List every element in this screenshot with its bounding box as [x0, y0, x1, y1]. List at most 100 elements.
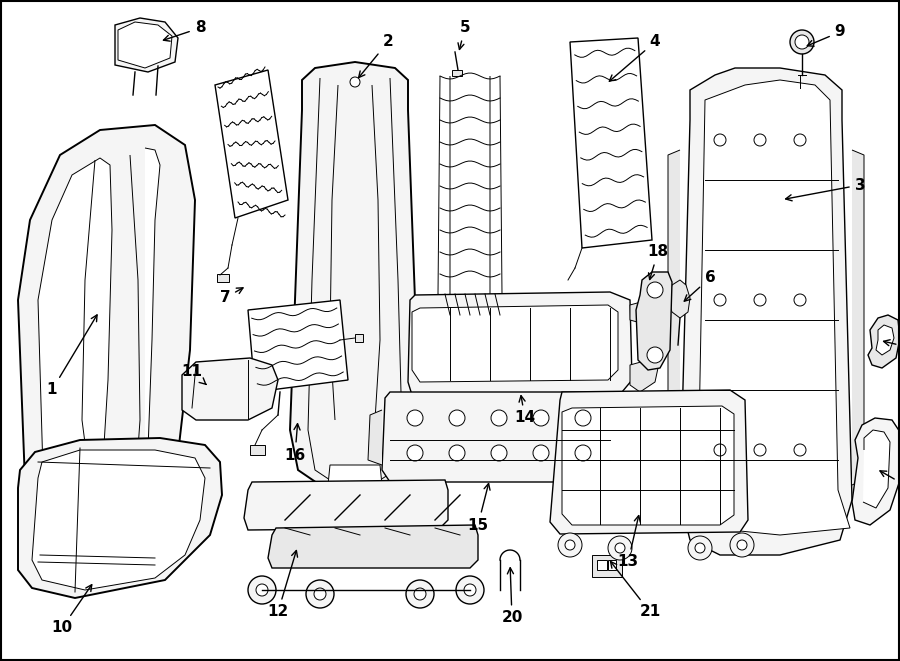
Polygon shape: [18, 438, 222, 598]
Polygon shape: [408, 292, 632, 395]
Bar: [452, 70, 462, 76]
Circle shape: [794, 444, 806, 456]
Circle shape: [565, 540, 575, 550]
Circle shape: [414, 588, 426, 600]
Circle shape: [794, 134, 806, 146]
Circle shape: [407, 445, 423, 461]
Polygon shape: [868, 315, 900, 368]
Polygon shape: [244, 480, 448, 530]
Polygon shape: [570, 38, 652, 248]
Text: 9: 9: [807, 24, 845, 46]
Polygon shape: [636, 272, 672, 370]
Text: 2: 2: [358, 34, 393, 77]
Text: 1: 1: [47, 315, 97, 397]
Polygon shape: [852, 150, 864, 485]
Circle shape: [688, 536, 712, 560]
Bar: [217, 274, 229, 282]
Circle shape: [256, 584, 268, 596]
Polygon shape: [38, 158, 112, 545]
Circle shape: [647, 347, 663, 363]
Polygon shape: [852, 418, 900, 525]
Polygon shape: [290, 62, 420, 490]
Text: 10: 10: [51, 585, 92, 635]
Circle shape: [406, 580, 434, 608]
Text: 13: 13: [617, 516, 640, 570]
Circle shape: [533, 410, 549, 426]
Circle shape: [464, 584, 476, 596]
Circle shape: [795, 35, 809, 49]
Text: 4: 4: [609, 34, 661, 81]
Polygon shape: [248, 300, 348, 392]
Polygon shape: [268, 525, 478, 568]
Circle shape: [575, 445, 591, 461]
Polygon shape: [876, 325, 894, 355]
Text: 16: 16: [284, 424, 306, 463]
Polygon shape: [562, 406, 734, 525]
Polygon shape: [368, 410, 382, 465]
Circle shape: [350, 77, 360, 87]
Bar: [608, 560, 616, 570]
Text: 15: 15: [467, 484, 490, 533]
Polygon shape: [115, 18, 178, 72]
Circle shape: [647, 282, 663, 298]
Circle shape: [558, 533, 582, 557]
Circle shape: [456, 576, 484, 604]
Polygon shape: [668, 150, 680, 485]
Text: 6: 6: [684, 270, 716, 301]
Polygon shape: [863, 430, 890, 508]
Polygon shape: [668, 280, 690, 318]
Polygon shape: [550, 390, 748, 534]
Text: 18: 18: [647, 245, 669, 280]
Circle shape: [575, 410, 591, 426]
Polygon shape: [328, 465, 382, 490]
Circle shape: [794, 294, 806, 306]
Polygon shape: [630, 300, 655, 325]
Circle shape: [754, 444, 766, 456]
Text: 21: 21: [610, 561, 661, 619]
Circle shape: [449, 445, 465, 461]
Polygon shape: [618, 410, 632, 465]
Text: 3: 3: [786, 178, 865, 201]
Circle shape: [615, 543, 625, 553]
Text: 12: 12: [267, 551, 298, 619]
Circle shape: [730, 533, 754, 557]
Polygon shape: [182, 358, 278, 420]
Circle shape: [533, 445, 549, 461]
Circle shape: [714, 134, 726, 146]
Text: 20: 20: [501, 568, 523, 625]
Circle shape: [754, 134, 766, 146]
Text: 11: 11: [182, 364, 206, 385]
Circle shape: [248, 576, 276, 604]
Circle shape: [314, 588, 326, 600]
Polygon shape: [412, 305, 618, 382]
Circle shape: [695, 543, 705, 553]
Circle shape: [608, 536, 632, 560]
Bar: [355, 334, 363, 342]
Bar: [597, 560, 607, 570]
Circle shape: [714, 294, 726, 306]
Circle shape: [491, 410, 507, 426]
Polygon shape: [118, 22, 172, 68]
Bar: [592, 555, 622, 577]
Circle shape: [737, 540, 747, 550]
Text: 5: 5: [458, 20, 471, 50]
Polygon shape: [32, 450, 205, 590]
Polygon shape: [215, 70, 288, 218]
Text: 17: 17: [884, 340, 900, 356]
Circle shape: [790, 30, 814, 54]
Bar: [250, 445, 265, 455]
Polygon shape: [145, 148, 160, 555]
Polygon shape: [680, 68, 852, 555]
Circle shape: [491, 445, 507, 461]
Polygon shape: [18, 125, 195, 575]
Text: 14: 14: [515, 396, 536, 426]
Polygon shape: [382, 392, 618, 482]
Polygon shape: [698, 80, 850, 535]
Text: 19: 19: [880, 471, 900, 496]
Circle shape: [449, 410, 465, 426]
Text: 8: 8: [164, 20, 205, 41]
Circle shape: [714, 444, 726, 456]
Circle shape: [407, 410, 423, 426]
Circle shape: [754, 294, 766, 306]
Text: 7: 7: [220, 288, 243, 305]
